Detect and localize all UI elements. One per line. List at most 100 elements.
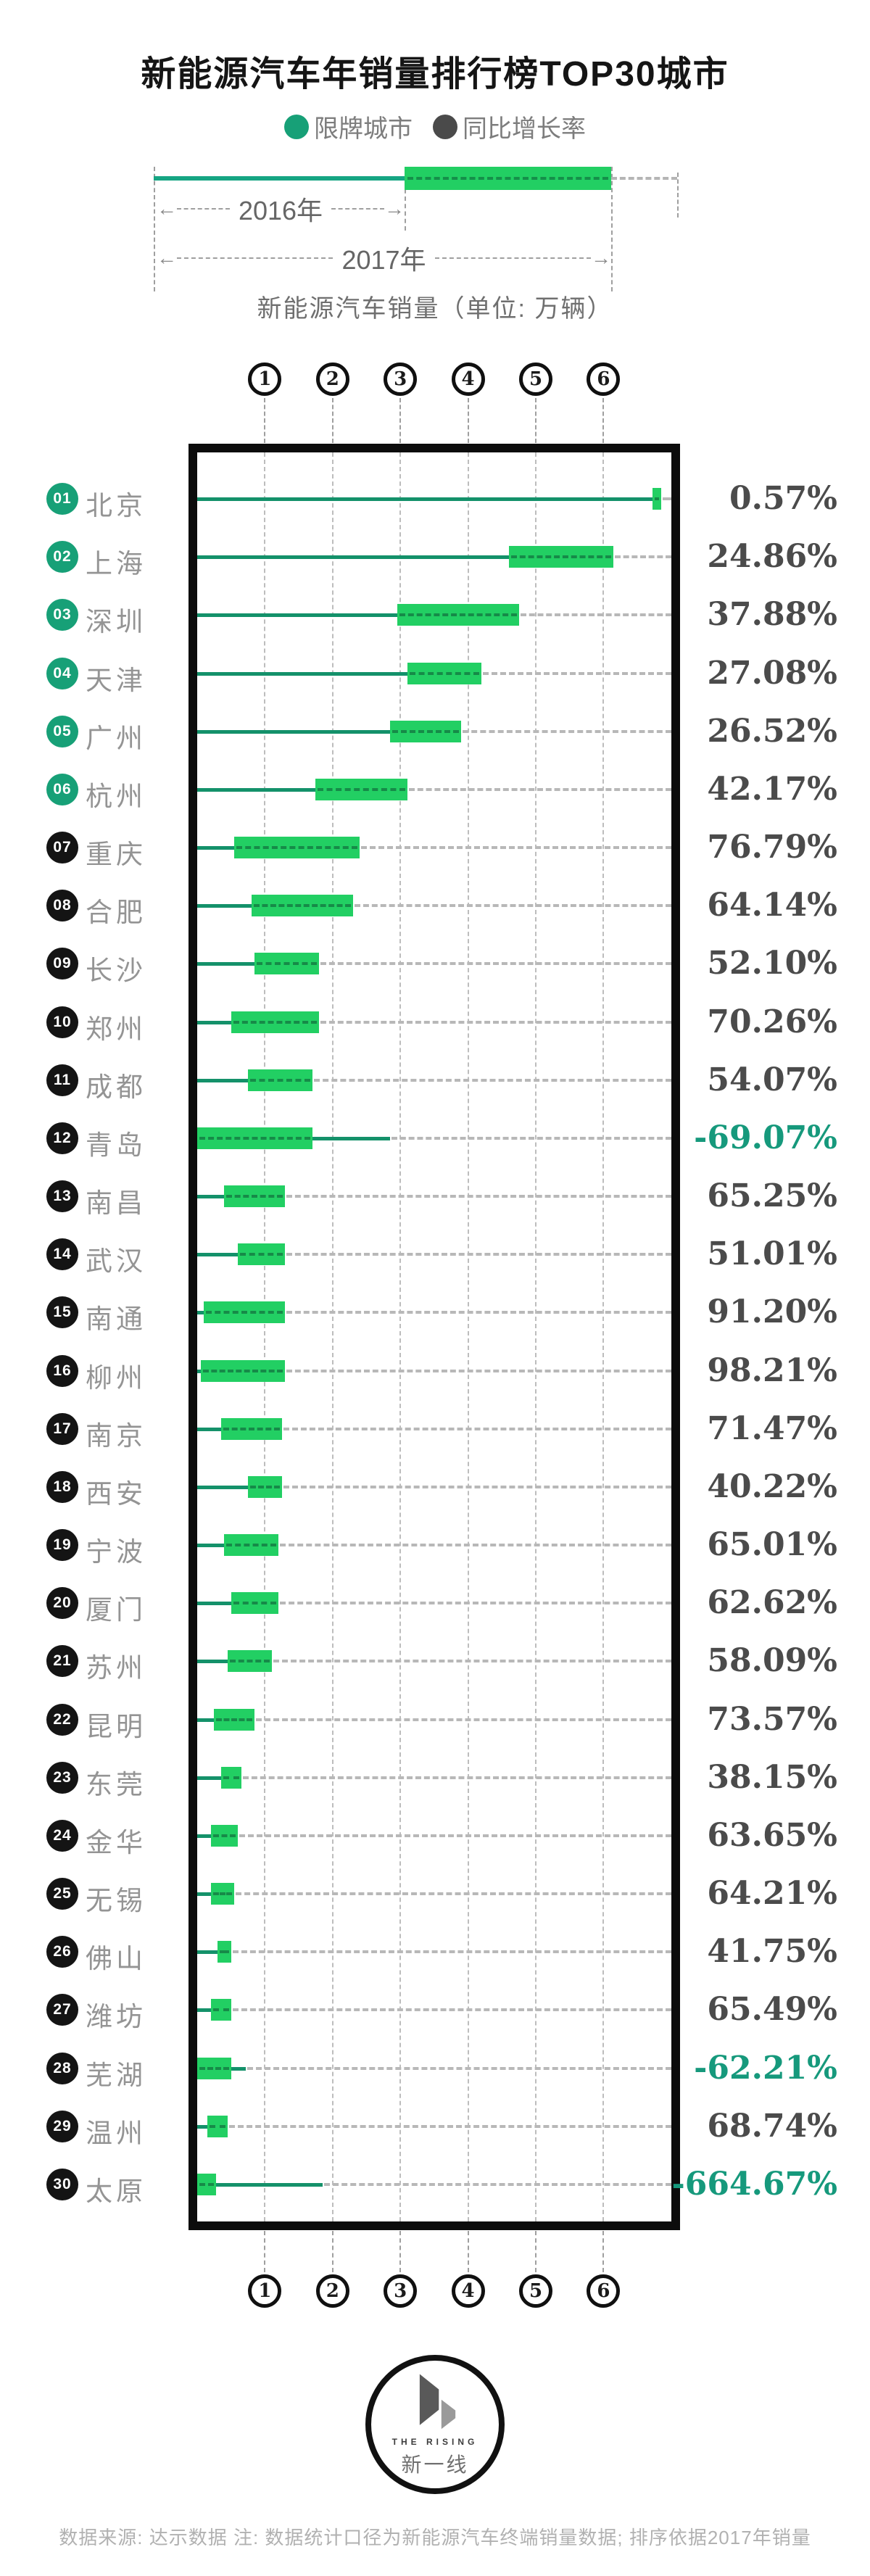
growth-value: 27.08% xyxy=(707,654,837,692)
city-name: 西安 xyxy=(86,1478,146,1509)
sales-2016-line xyxy=(197,1718,215,1722)
growth-value: 63.65% xyxy=(707,1816,837,1854)
rank-badge: 27 xyxy=(46,1994,78,2026)
bar-area xyxy=(197,1225,671,1283)
chart-row: 08 合肥 64.14% xyxy=(0,877,870,935)
chart-row: 22 昆明 73.57% xyxy=(0,1691,870,1749)
sales-2016-line xyxy=(197,787,316,792)
growth-value: -69.07% xyxy=(694,1119,837,1156)
growth-leader-line xyxy=(239,1834,671,1837)
sales-2016-line xyxy=(197,846,235,850)
sales-2017-bar xyxy=(197,2173,217,2195)
chart-row: 21 苏州 58.09% xyxy=(0,1632,870,1690)
growth-leader-line xyxy=(242,1776,671,1779)
city-name: 厦门 xyxy=(86,1595,146,1625)
chart-row: 01 北京 0.57% xyxy=(0,470,870,528)
growth-value: 51.01% xyxy=(707,1235,837,1273)
sales-2016-line xyxy=(197,1602,231,1606)
sales-2017-bar xyxy=(397,604,519,626)
growth-value: 76.79% xyxy=(707,829,837,866)
rank-badge: 14 xyxy=(46,1238,78,1271)
rising-lab-logo-icon xyxy=(419,2374,456,2429)
city-name: 太原 xyxy=(86,2176,146,2206)
key-leader-line xyxy=(611,177,677,180)
arrow-dash xyxy=(434,257,591,259)
chart-row: 06 杭州 42.17% xyxy=(0,761,870,819)
growth-leader-line xyxy=(354,904,671,908)
chart-row: 13 南昌 65.25% xyxy=(0,1167,870,1225)
sales-2017-bar xyxy=(197,1127,312,1149)
sales-2017-bar xyxy=(248,1069,312,1091)
key-2016-line xyxy=(154,176,405,181)
x-axis-tick: 6 xyxy=(587,2274,621,2308)
rank-badge: 22 xyxy=(46,1703,78,1736)
logo-text-cn: 新一线 xyxy=(401,2453,469,2476)
rank-badge: 25 xyxy=(46,1878,78,1910)
legend: 限牌城市 同比增长率 xyxy=(0,109,870,144)
logo-text-en: THE RISING xyxy=(392,2436,478,2447)
chart-row: 25 无锡 64.21% xyxy=(0,1865,870,1923)
growth-value: 58.09% xyxy=(707,1642,837,1680)
chart-row: 18 西安 40.22% xyxy=(0,1458,870,1516)
bar-area xyxy=(197,2097,671,2155)
sales-2017-bar xyxy=(210,1999,231,2021)
bar-area xyxy=(197,1283,671,1341)
rank-badge: 10 xyxy=(46,1006,78,1038)
sales-2017-bar xyxy=(234,837,360,859)
city-name: 深圳 xyxy=(86,607,146,637)
sales-2016-line xyxy=(197,497,652,501)
chart-row: 09 长沙 52.10% xyxy=(0,935,870,993)
sales-2017-bar xyxy=(248,1475,282,1498)
growth-value: 98.21% xyxy=(707,1351,837,1389)
city-name: 武汉 xyxy=(86,1246,146,1277)
x-axis-tick: 4 xyxy=(451,363,485,396)
city-name: 天津 xyxy=(86,665,146,695)
sales-2016-line xyxy=(197,1660,228,1664)
growth-leader-line xyxy=(323,2182,671,2186)
city-name: 芜湖 xyxy=(86,2060,146,2090)
city-name: 长沙 xyxy=(86,956,146,986)
gridline xyxy=(331,452,334,2221)
rank-badge: 21 xyxy=(46,1645,78,1678)
chart-row: 12 青岛 -69.07% xyxy=(0,1109,870,1167)
sales-2016-line xyxy=(197,613,397,618)
growth-leader-line xyxy=(286,1253,671,1256)
legend-item: 同比增长率 xyxy=(433,109,586,144)
growth-leader-line xyxy=(232,1950,671,1954)
city-name: 昆明 xyxy=(86,1711,146,1742)
growth-value: -664.67% xyxy=(671,2165,837,2203)
sales-2017-bar xyxy=(251,895,353,917)
tick-stem xyxy=(264,2231,266,2272)
growth-value: 26.52% xyxy=(707,712,837,750)
growth-leader-line xyxy=(520,613,671,617)
growth-value: 62.62% xyxy=(707,1584,837,1622)
tick-stem xyxy=(467,398,469,443)
growth-leader-line xyxy=(256,1718,671,1721)
growth-value: 70.26% xyxy=(707,1003,837,1040)
city-name: 杭州 xyxy=(86,781,146,811)
bar-area xyxy=(197,470,671,528)
growth-value: 37.88% xyxy=(707,596,837,634)
rank-badge: 13 xyxy=(46,1180,78,1213)
bar-area xyxy=(197,703,671,761)
rank-badge: 09 xyxy=(46,948,78,980)
rank-badge: 03 xyxy=(46,599,78,631)
growth-value: 38.15% xyxy=(707,1758,837,1796)
chart-row: 19 宁波 65.01% xyxy=(0,1516,870,1574)
city-name: 南通 xyxy=(86,1304,146,1335)
rank-badge: 23 xyxy=(46,1761,78,1794)
chart-row: 29 温州 68.74% xyxy=(0,2097,870,2155)
growth-leader-line xyxy=(361,846,671,850)
legend-dot-icon xyxy=(433,114,457,139)
sales-2017-bar xyxy=(220,1417,282,1440)
growth-leader-line xyxy=(247,2066,671,2070)
growth-leader-line xyxy=(320,962,671,966)
chart-row: 04 天津 27.08% xyxy=(0,645,870,703)
sales-2016-line xyxy=(197,2182,323,2187)
rank-badge: 29 xyxy=(46,2110,78,2142)
chart-row: 07 重庆 76.79% xyxy=(0,819,870,877)
bar-area xyxy=(197,1342,671,1400)
city-name: 温州 xyxy=(86,2118,146,2148)
sales-2017-bar xyxy=(231,1011,320,1033)
